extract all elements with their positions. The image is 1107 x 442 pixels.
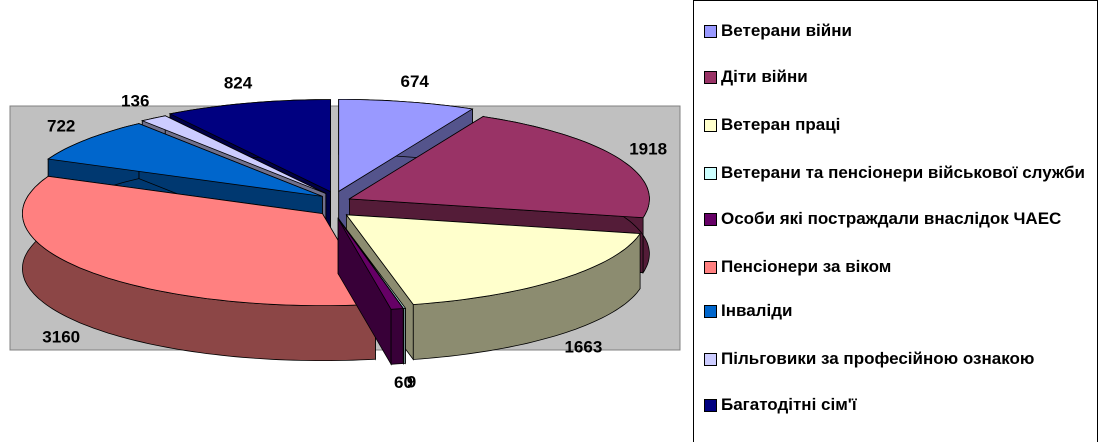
slice-top — [168, 99, 331, 193]
slice-top — [338, 99, 474, 193]
data-label: 824 — [224, 73, 253, 92]
slice-wall — [390, 308, 404, 365]
legend-label: Багатодітні сім'ї — [721, 395, 857, 414]
data-label: 60 — [394, 373, 413, 392]
legend-label: Ветерани та пенсіонери військової служби — [721, 163, 1085, 182]
legend-swatch — [704, 71, 717, 84]
chart: 674 1918 1663 960 3160 722 136 824 — [9, 72, 681, 392]
legend-item: Пенсіонери за віком — [704, 257, 1089, 277]
legend-item: Особи які постраждали внаслідок ЧАЕС — [704, 209, 1089, 229]
legend-item: Інваліди — [704, 301, 1089, 321]
legend-item: Діти війни — [704, 67, 1089, 87]
data-label: 674 — [400, 72, 429, 91]
data-label: 9 — [407, 372, 416, 391]
legend: Ветерани війни Діти війни Ветеран праці Вет… — [693, 0, 1098, 442]
legend-item: Багатодітні сім'ї — [704, 395, 1089, 415]
legend-swatch — [704, 305, 717, 318]
legend-label: Діти війни — [721, 67, 808, 86]
data-label: 722 — [47, 117, 75, 136]
legend-label: Пенсіонери за віком — [721, 257, 892, 276]
legend-swatch — [704, 261, 717, 274]
legend-label: Особи які постраждали внаслідок ЧАЕС — [721, 209, 1062, 228]
slice-top — [348, 116, 650, 219]
legend-label: Інваліди — [721, 301, 793, 320]
slice-top — [140, 115, 326, 194]
legend-label: Пільговики за професійною ознакою — [721, 349, 1035, 368]
data-label: 1918 — [629, 140, 667, 159]
slice-wall — [403, 307, 406, 364]
legend-swatch — [704, 353, 717, 366]
legend-item: Ветерани та пенсіонери військової служби — [704, 163, 1089, 183]
legend-item: Ветеран праці — [704, 115, 1089, 135]
slice — [345, 213, 641, 361]
slice-top — [345, 214, 641, 305]
legend-label: Ветерани війни — [721, 21, 852, 40]
legend-item: Ветерани війни — [704, 21, 1089, 41]
slice-top — [47, 123, 323, 197]
legend-swatch — [704, 25, 717, 38]
slice-top — [21, 175, 377, 307]
data-label: 3160 — [42, 327, 80, 346]
slice-top — [337, 218, 404, 310]
legend-swatch — [704, 167, 717, 180]
legend-swatch — [704, 119, 717, 132]
data-label: 1663 — [564, 338, 602, 357]
legend-item: Пільговики за професійною ознакою — [704, 349, 1089, 369]
legend-swatch — [704, 399, 717, 412]
legend-label: Ветеран праці — [721, 115, 841, 134]
data-label: 136 — [121, 91, 149, 110]
legend-swatch — [704, 213, 717, 226]
slice — [337, 217, 404, 366]
